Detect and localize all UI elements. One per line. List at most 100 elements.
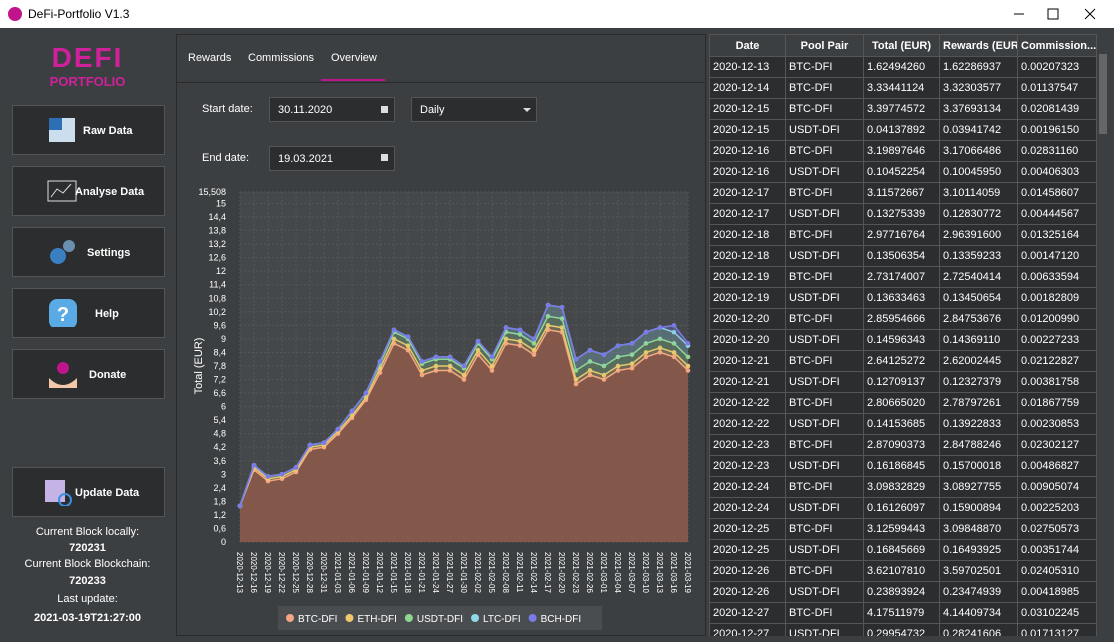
table-cell: 2.64125272: [863, 350, 940, 372]
table-cell: 2020-12-26: [709, 560, 786, 582]
y-tick-label: 8,4: [213, 347, 226, 357]
raw-data-button[interactable]: Raw Data: [12, 105, 165, 155]
table-cell: 3.10114059: [939, 182, 1018, 204]
x-tick-label: 2021-01-27: [445, 552, 454, 593]
tab[interactable]: Commissions: [248, 52, 315, 64]
table-cell: 2.62002445: [939, 350, 1018, 372]
interval-select[interactable]: Daily: [411, 97, 537, 122]
point: [559, 325, 565, 330]
help-button[interactable]: ? Help: [12, 288, 165, 338]
point: [601, 372, 607, 378]
point: [671, 341, 677, 346]
y-tick-label: 1,2: [213, 510, 226, 520]
column-header: Total (EUR): [863, 34, 940, 57]
start-label: Start date:: [202, 103, 253, 115]
x-tick-label: 2020-12-13: [235, 552, 244, 593]
table-cell: 0.01713127: [1017, 623, 1097, 636]
x-tick-label: 2021-02-17: [543, 552, 552, 593]
x-tick-label: 2021-01-21: [417, 552, 426, 593]
x-tick-label: 2021-03-10: [641, 552, 650, 593]
table-cell: BTC-DFI: [785, 476, 864, 498]
table-cell: BTC-DFI: [785, 308, 864, 330]
point: [503, 336, 509, 342]
table-cell: 2.87090373: [863, 434, 940, 456]
y-tick-label: 2,4: [213, 483, 226, 493]
tab[interactable]: Rewards: [188, 52, 232, 64]
table-cell: 3.09848870: [939, 518, 1018, 540]
x-tick-label: 2021-02-23: [571, 552, 580, 593]
table-cell: 2020-12-18: [709, 224, 786, 246]
x-tick-label: 2021-01-09: [361, 552, 370, 593]
y-tick-label: 7,8: [213, 361, 226, 371]
y-tick-label: 4,2: [213, 442, 226, 452]
donate-button[interactable]: Donate: [12, 349, 165, 399]
status-value: 720231: [69, 542, 106, 554]
table-cell: 0.00196150: [1017, 119, 1097, 141]
table-cell: 0.02405310: [1017, 560, 1097, 582]
point: [657, 350, 663, 355]
table-row: 2020-12-25 USDT-DFI 0.16845669 0.16493925 0.…: [709, 539, 1097, 561]
analyse-data-button[interactable]: Analyse Data: [12, 166, 165, 216]
table-cell: USDT-DFI: [785, 413, 864, 435]
table-cell: BTC-DFI: [785, 434, 864, 456]
table-row: 2020-12-21 USDT-DFI 0.12709137 0.12327379 0.…: [709, 371, 1097, 393]
table-cell: 0.00182809: [1017, 287, 1097, 309]
table-cell: 3.39774572: [863, 98, 940, 120]
end-date[interactable]: 19.03.2021: [269, 146, 395, 171]
y-tick-label: 11,4: [209, 280, 226, 290]
legend-label: ETH-DFI: [357, 614, 396, 625]
button-label: Donate: [89, 369, 127, 381]
table-cell: USDT-DFI: [785, 581, 864, 603]
point: [293, 465, 299, 470]
table-cell: 0.00147120: [1017, 245, 1097, 267]
point: [559, 316, 565, 321]
table-row: 2020-12-21 BTC-DFI 2.64125272 2.62002445 0.0…: [709, 350, 1097, 372]
point: [307, 442, 313, 448]
table-cell: 0.13450654: [939, 287, 1018, 309]
tab[interactable]: Overview: [331, 52, 377, 64]
table-cell: 4.14409734: [939, 602, 1018, 624]
table-cell: BTC-DFI: [785, 98, 864, 120]
settings-button[interactable]: Settings: [12, 227, 165, 277]
end-value: 19.03.2021: [278, 153, 334, 165]
table-cell: 2020-12-23: [709, 434, 786, 456]
table-row: 2020-12-18 BTC-DFI 2.97716764 2.96391600 0.0…: [709, 224, 1097, 246]
table-row: 2020-12-27 USDT-DFI 0.29954732 0.28241606 0.…: [709, 623, 1097, 636]
table-row: 2020-12-18 USDT-DFI 0.13506354 0.13359233 0.…: [709, 245, 1097, 267]
y-tick-label: 13,2: [208, 239, 226, 249]
point: [517, 327, 523, 333]
scrollbar[interactable]: [1097, 34, 1109, 636]
point: [447, 368, 453, 373]
button-label: Raw Data: [83, 125, 133, 137]
x-tick-label: 2021-03-13: [655, 552, 664, 593]
start-date[interactable]: 30.11.2020: [269, 97, 395, 122]
y-tick-label: 3: [221, 469, 226, 479]
table-cell: 0.16186845: [863, 455, 940, 477]
table-cell: 2020-12-23: [709, 455, 786, 477]
y-tick-label: 4,8: [213, 429, 226, 439]
table-cell: 0.00225203: [1017, 497, 1097, 519]
button-label: Settings: [87, 247, 131, 259]
table-cell: 0.00227233: [1017, 329, 1097, 351]
point: [601, 377, 607, 382]
table-cell: BTC-DFI: [785, 560, 864, 582]
point: [657, 336, 663, 342]
table-cell: 2020-12-25: [709, 539, 786, 561]
point: [545, 323, 551, 328]
table-cell: USDT-DFI: [785, 161, 864, 183]
table-cell: 2020-12-20: [709, 329, 786, 351]
table-cell: 3.11572667: [863, 182, 940, 204]
table-cell: 0.01200990: [1017, 308, 1097, 330]
table-cell: 0.00486827: [1017, 455, 1097, 477]
y-tick-label: 9,6: [213, 320, 226, 330]
window-controls[interactable]: [1000, 0, 1114, 28]
legend-swatch: [528, 614, 537, 622]
logo-top: DEFI: [51, 42, 124, 73]
update-data-button[interactable]: Update Data: [12, 467, 165, 517]
point: [419, 359, 425, 364]
x-tick-label: 2021-03-07: [627, 552, 636, 593]
table-cell: USDT-DFI: [785, 329, 864, 351]
point: [461, 363, 467, 369]
x-tick-label: 2021-03-16: [669, 552, 678, 593]
